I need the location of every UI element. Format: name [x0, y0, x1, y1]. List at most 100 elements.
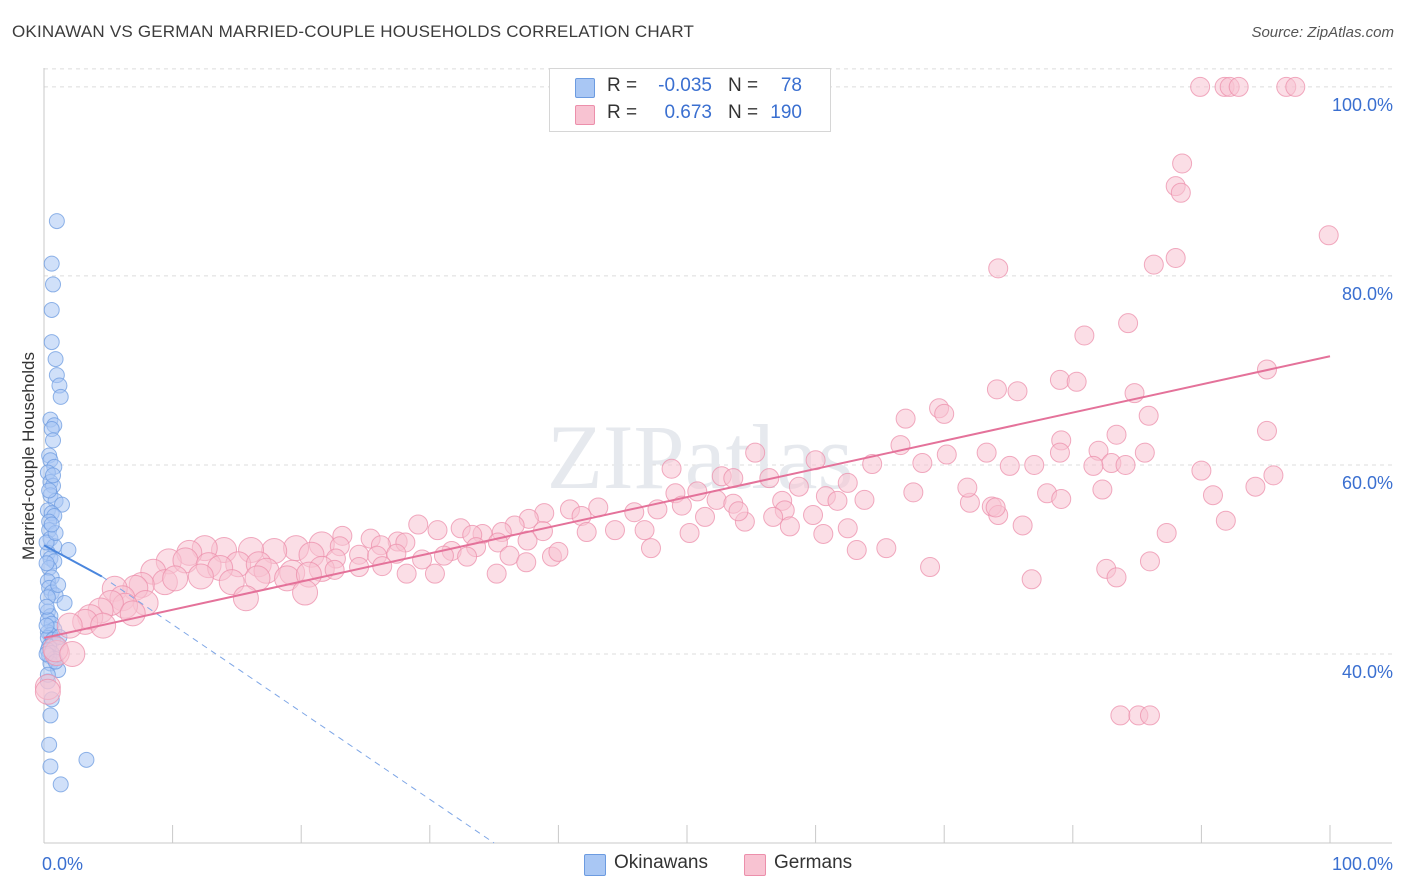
okinawan-point: [38, 598, 55, 615]
german-point: [1051, 488, 1072, 509]
x-tick-label-left: 0.0%: [42, 854, 83, 874]
german-point: [763, 506, 784, 527]
german-point: [1285, 76, 1306, 97]
german-point: [985, 497, 1006, 518]
german-point: [1049, 369, 1070, 390]
legend-swatch-okinawans: [575, 78, 595, 98]
german-point: [957, 477, 978, 498]
german-point: [813, 523, 834, 544]
german-point: [695, 506, 716, 527]
legend-n-value: 78: [780, 75, 802, 96]
german-point: [1118, 313, 1139, 334]
german-point: [119, 600, 146, 627]
bottom-legend-label: Germans: [774, 852, 853, 873]
german-point: [862, 454, 883, 475]
german-point: [396, 563, 417, 584]
legend-n-label: N =: [728, 102, 759, 123]
german-point: [1215, 510, 1236, 531]
y-tick-label: 60.0%: [1342, 473, 1393, 493]
german-point: [427, 520, 448, 541]
okinawan-point: [45, 276, 62, 293]
german-point: [936, 444, 957, 465]
okinawan-point: [41, 482, 58, 499]
german-point: [827, 490, 848, 511]
german-point: [1263, 465, 1284, 486]
german-point: [640, 538, 661, 559]
okinawan-point: [42, 707, 59, 724]
y-axis-label: Married-couple Households: [19, 352, 38, 560]
german-point: [1021, 569, 1042, 590]
german-point: [1049, 442, 1070, 463]
german-point: [1190, 76, 1211, 97]
german-point: [499, 545, 520, 566]
german-point: [854, 489, 875, 510]
y-tick-label: 80.0%: [1342, 284, 1393, 304]
legend-r-value: -0.035: [658, 75, 712, 96]
german-trend-line: [43, 355, 1331, 639]
german-point: [903, 482, 924, 503]
legend-r-label: R =: [607, 102, 638, 123]
okinawan-point: [47, 351, 64, 368]
german-point: [1156, 523, 1177, 543]
okinawan-point: [48, 213, 65, 230]
okinawan-point: [45, 467, 62, 484]
german-point: [162, 565, 189, 592]
legend-box: R = -0.035 N = 78 R = 0.673 N = 190: [549, 68, 831, 132]
legend-r-value: 0.673: [664, 102, 712, 123]
legend-n-label: N =: [728, 75, 759, 96]
legend-swatch-germans: [575, 105, 595, 125]
german-point: [1106, 567, 1127, 588]
german-point: [912, 453, 933, 474]
chart-title: OKINAWAN VS GERMAN MARRIED-COUPLE HOUSEH…: [12, 22, 695, 41]
german-point: [1110, 705, 1131, 726]
okinawan-point: [38, 617, 55, 634]
german-point: [1165, 247, 1186, 268]
german-point: [837, 518, 858, 539]
german-point: [846, 540, 867, 561]
german-point: [661, 458, 682, 479]
okinawan-point: [43, 334, 60, 351]
okinawan-point: [56, 594, 73, 611]
german-point: [59, 640, 86, 667]
german-point: [408, 514, 429, 535]
german-point: [187, 563, 214, 590]
y-tick-label: 40.0%: [1342, 662, 1393, 682]
german-point: [1228, 76, 1249, 97]
german-point: [988, 258, 1009, 279]
german-point: [1074, 325, 1095, 346]
german-point: [999, 455, 1020, 476]
german-point: [876, 538, 897, 559]
german-point: [679, 523, 700, 543]
german-point: [576, 522, 597, 543]
okinawan-point: [52, 388, 69, 405]
okinawan-trend-line: [43, 544, 103, 578]
bottom-legend-swatch-okinawans: [584, 854, 606, 876]
y-tick-label: 100.0%: [1332, 95, 1393, 115]
bottom-legend-swatch-germans: [744, 854, 766, 876]
german-point: [1138, 405, 1159, 426]
okinawan-point: [43, 301, 60, 318]
german-point: [671, 495, 692, 516]
german-point: [292, 579, 319, 606]
german-point: [706, 489, 727, 510]
okinawan-point: [43, 516, 60, 533]
german-point: [1106, 424, 1127, 445]
german-point: [386, 543, 407, 564]
german-point: [976, 442, 997, 463]
german-point: [516, 552, 537, 573]
bottom-legend-label: Okinawans: [614, 852, 708, 873]
german-point: [986, 379, 1007, 400]
okinawan-point: [38, 555, 55, 572]
legend-n-value: 190: [770, 102, 802, 123]
okinawan-point: [41, 736, 58, 753]
german-point: [604, 520, 625, 541]
german-point: [920, 557, 941, 578]
legend-r-label: R =: [607, 75, 638, 96]
german-point: [934, 403, 955, 424]
german-point: [424, 563, 445, 584]
german-point: [1139, 551, 1160, 572]
german-point: [232, 585, 259, 612]
german-point: [624, 502, 645, 523]
okinawan-trend-extension: [101, 576, 495, 844]
